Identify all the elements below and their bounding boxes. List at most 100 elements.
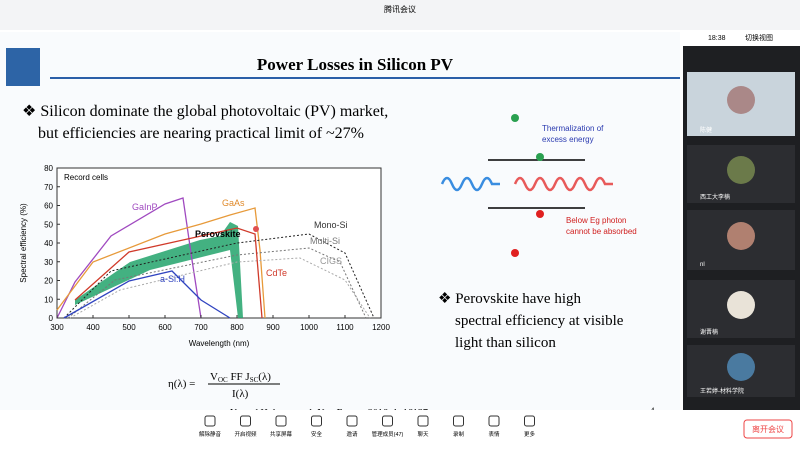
electron (511, 114, 519, 122)
toolbar-label[interactable]: 更多 (524, 430, 536, 438)
y-tick-label: 40 (44, 239, 53, 248)
toolbar-label[interactable]: 聊天 (417, 430, 429, 438)
bullet-line: light than silicon (455, 335, 556, 351)
view-switch[interactable]: 切换视图 (745, 33, 773, 42)
toolbar-label[interactable]: 管理成员(47) (372, 430, 404, 438)
avatar (727, 222, 755, 250)
formula-part: SC (250, 376, 259, 384)
y-tick-label: 10 (44, 295, 53, 304)
toolbar-icon[interactable] (240, 415, 251, 427)
diagram-label: cannot be absorbed (566, 227, 637, 236)
electron (536, 153, 544, 161)
y-axis-label: Spectral efficiency (%) (19, 203, 28, 283)
curve-label: Mono-Si (314, 220, 348, 230)
multi-si-curve (67, 247, 367, 319)
formula-part: V (210, 371, 218, 383)
toolbar-label[interactable]: 表情 (488, 430, 500, 438)
diagram-label: excess energy (542, 135, 594, 144)
bullet-line: but efficiencies are nearing practical l… (38, 125, 364, 142)
curve-label: Multi-Si (310, 236, 340, 246)
x-tick-label: 800 (230, 323, 244, 332)
toolbar-icon[interactable] (488, 415, 500, 427)
x-tick-label: 900 (266, 323, 280, 332)
toolbar-icon[interactable] (346, 415, 358, 427)
avatar (727, 156, 755, 184)
curve-label: GaInP (132, 202, 158, 212)
bullet: ❖ Perovskite have high (438, 291, 582, 307)
toolbar-icon[interactable] (417, 415, 429, 427)
formula-part: (λ) (258, 371, 271, 383)
diagram-label: Below Eg photon (566, 216, 627, 225)
y-tick-label: 30 (44, 258, 53, 267)
inset-label: Record cells (64, 173, 108, 182)
marker (253, 226, 259, 232)
bullet: ❖ Silicon dominate the global photovolta… (22, 103, 388, 120)
participant-name: 王若婷-材料学院 (700, 387, 744, 395)
photon-wave (440, 176, 500, 192)
avatar (727, 353, 755, 381)
formula-denominator: I(λ) (232, 388, 249, 400)
x-tick-label: 1200 (372, 323, 390, 332)
toolbar-label[interactable]: 安全 (311, 430, 323, 438)
bullet-line: Silicon dominate the global photovoltaic… (40, 103, 388, 120)
formula-part: FF J (228, 371, 251, 383)
avatar (727, 86, 755, 114)
photon-wave (513, 176, 613, 192)
toolbar-icon[interactable] (275, 415, 287, 427)
x-tick-label: 300 (50, 323, 64, 332)
y-tick-label: 20 (44, 277, 53, 286)
hole (511, 249, 519, 257)
participant-name: nl (700, 262, 705, 268)
gaas-curve (56, 207, 266, 319)
toolbar-label[interactable]: 邀请 (346, 430, 358, 438)
band-diagram: Thermalization of excess energy Below Eg… (440, 114, 637, 257)
perovskite-area (75, 222, 243, 318)
title-bar (0, 0, 800, 30)
x-tick-label: 500 (122, 323, 136, 332)
figure: Record cells Spectral efficiency (%) Wav… (19, 164, 390, 348)
toolbar-label[interactable]: 开启视频 (234, 430, 257, 438)
curve-label: Perovskite (195, 229, 241, 239)
toolbar-icon[interactable] (204, 415, 216, 427)
leave-button[interactable] (743, 419, 793, 439)
formula-part: OC (218, 376, 228, 384)
slide-title: Power Losses in Silicon PV (257, 55, 454, 74)
x-tick-label: 1100 (336, 323, 354, 332)
participant-name: 陈健 (700, 126, 712, 134)
toolbar-label[interactable]: 共享屏幕 (270, 430, 293, 438)
curve-label: GaAs (222, 198, 245, 208)
toolbar-icon[interactable] (524, 415, 535, 427)
toolbar (0, 410, 800, 450)
participant-name: 谢晋楠 (700, 328, 718, 336)
y-tick-label: 70 (44, 183, 53, 192)
curve-label: a-Si:H (160, 274, 185, 284)
participant-name: 西工大李楠 (700, 193, 730, 201)
bullet-line: spectral efficiency at visible (455, 313, 624, 329)
avatar (727, 291, 755, 319)
x-tick-label: 1000 (300, 323, 318, 332)
formula-lhs: η(λ) = (168, 378, 195, 390)
curve-label: CdTe (266, 268, 287, 278)
y-tick-label: 60 (44, 202, 53, 211)
leave-label[interactable]: 离开会议 (752, 424, 784, 434)
x-axis-label: Wavelength (nm) (189, 339, 250, 348)
a-si-curve (63, 270, 231, 319)
window-title: 腾讯会议 (384, 4, 416, 14)
bullet-line: Perovskite have high (455, 291, 581, 307)
toolbar-label[interactable]: 解除静音 (199, 430, 222, 438)
hole (536, 210, 544, 218)
x-tick-label: 700 (194, 323, 208, 332)
x-tick-label: 400 (86, 323, 100, 332)
toolbar-icon[interactable] (453, 415, 464, 427)
toolbar-label[interactable]: 录制 (453, 430, 465, 438)
formula: η(λ) = VOC FF JSC(λ) I(λ) (168, 371, 280, 400)
toolbar-icon[interactable] (311, 415, 322, 427)
logo (6, 48, 40, 86)
gainp-curve (56, 197, 202, 319)
mono-si-curve (63, 233, 375, 319)
y-tick-label: 80 (44, 164, 53, 173)
toolbar-icon[interactable] (382, 415, 393, 427)
x-tick-label: 600 (158, 323, 172, 332)
